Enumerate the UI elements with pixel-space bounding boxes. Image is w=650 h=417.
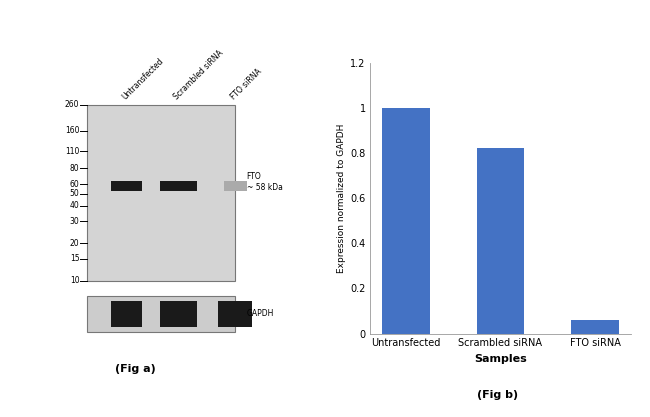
- Bar: [218, 301, 252, 327]
- Bar: [111, 181, 142, 191]
- Bar: [159, 181, 197, 191]
- Text: 20: 20: [70, 239, 79, 248]
- Text: (Fig b): (Fig b): [476, 390, 518, 400]
- Text: FTO
~ 58 kDa: FTO ~ 58 kDa: [247, 172, 283, 192]
- Bar: [571, 320, 619, 334]
- Text: FTO siRNA: FTO siRNA: [229, 67, 263, 101]
- Bar: [86, 296, 235, 332]
- X-axis label: Samples: Samples: [474, 354, 527, 364]
- Text: 15: 15: [70, 254, 79, 264]
- Text: 160: 160: [65, 126, 79, 136]
- Y-axis label: Expression normalized to GAPDH: Expression normalized to GAPDH: [337, 123, 346, 273]
- Text: 260: 260: [65, 100, 79, 109]
- Text: 30: 30: [70, 217, 79, 226]
- Text: 80: 80: [70, 164, 79, 173]
- Bar: [111, 301, 142, 327]
- Bar: [477, 148, 524, 334]
- Bar: [86, 105, 235, 281]
- Text: (Fig a): (Fig a): [115, 364, 155, 374]
- Text: Untransfected: Untransfected: [120, 56, 165, 101]
- Bar: [382, 108, 430, 334]
- Text: 10: 10: [70, 276, 79, 285]
- Text: Scrambled siRNA: Scrambled siRNA: [172, 48, 225, 101]
- Bar: [224, 181, 247, 191]
- Text: 40: 40: [70, 201, 79, 211]
- Text: 60: 60: [70, 180, 79, 188]
- Bar: [159, 301, 197, 327]
- Text: 110: 110: [65, 147, 79, 156]
- Text: 50: 50: [70, 189, 79, 198]
- Text: GAPDH: GAPDH: [247, 309, 274, 319]
